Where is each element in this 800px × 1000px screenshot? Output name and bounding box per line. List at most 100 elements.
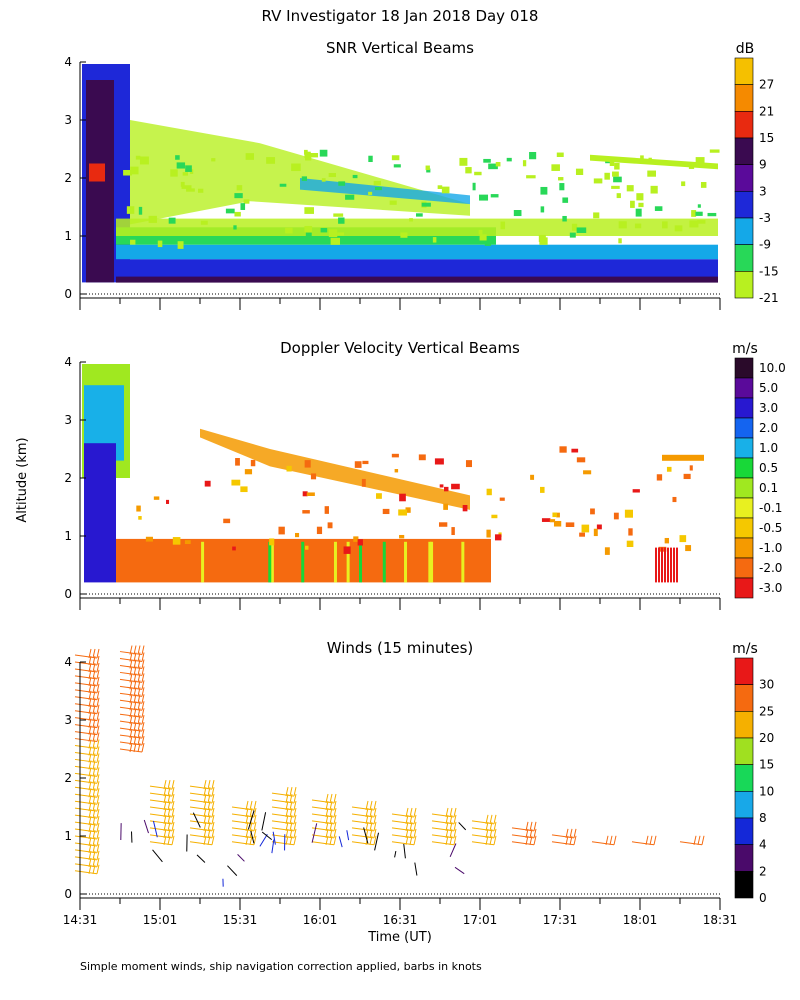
snr-speck — [185, 165, 192, 172]
snr-speck — [538, 234, 546, 242]
colorbar-swatch — [734, 164, 754, 192]
colorbar-swatch — [734, 557, 754, 579]
velocity-speck — [583, 470, 592, 475]
wind-barb — [363, 827, 369, 844]
velocity-streak — [461, 541, 465, 583]
colorbar-label: 1.0 — [759, 441, 778, 455]
snr-speck — [569, 232, 576, 238]
colorbar-swatch — [734, 871, 754, 899]
velocity-speck — [559, 446, 567, 453]
velocity-speck — [172, 537, 181, 545]
colorbar-label: 25 — [759, 704, 774, 718]
snr-speck — [181, 185, 192, 189]
snr-speck — [338, 181, 346, 186]
velocity-speck — [540, 486, 545, 493]
snr-speck — [636, 193, 644, 201]
snr-speck — [285, 227, 293, 234]
wind-barb — [74, 648, 100, 659]
velocity-speck — [244, 469, 253, 475]
wind-barb — [458, 822, 467, 831]
snr-speck — [697, 220, 706, 224]
velocity-region — [662, 454, 704, 461]
snr-speck — [308, 153, 319, 158]
velocity-speck — [376, 493, 382, 499]
x-tick-label: 15:31 — [223, 913, 258, 927]
y-tick-label: 4 — [64, 355, 72, 369]
velocity-speck — [399, 493, 406, 502]
velocity-speck — [565, 522, 575, 527]
snr-field — [82, 64, 720, 283]
snr-speck — [616, 193, 621, 199]
snr-speck — [465, 167, 472, 174]
snr-speck — [559, 183, 565, 191]
velocity-streak — [201, 541, 205, 583]
velocity-speck — [398, 509, 408, 516]
snr-speck — [279, 183, 287, 187]
snr-speck — [333, 213, 344, 217]
velocity-streak — [673, 547, 675, 583]
velocity-speck — [443, 503, 448, 510]
snr-speck — [479, 234, 487, 241]
colorbar-label: 5.0 — [759, 381, 778, 395]
y-tick-label: 1 — [64, 829, 72, 843]
wind-barb — [454, 866, 465, 875]
colorbar-label: 8 — [759, 811, 767, 825]
y-tick-label: 2 — [64, 171, 72, 185]
panel-title-velocity: Doppler Velocity Vertical Beams — [280, 339, 520, 357]
velocity-streak — [428, 541, 432, 583]
velocity-streak — [667, 547, 669, 583]
snr-region — [89, 163, 105, 182]
snr-speck — [604, 172, 610, 180]
colorbar-swatch — [734, 791, 754, 819]
velocity-speck — [499, 497, 505, 501]
velocity-speck — [451, 483, 460, 490]
colorbar-swatch — [734, 111, 754, 139]
y-tick-label: 2 — [64, 471, 72, 485]
velocity-speck — [145, 536, 153, 542]
colorbar-swatch — [734, 737, 754, 765]
wind-barb — [261, 812, 267, 831]
wind-barb — [149, 828, 175, 839]
snr-speck — [593, 212, 600, 219]
panel-title-winds: Winds (15 minutes) — [327, 639, 474, 657]
wind-barb — [346, 830, 350, 841]
colorbar-label: 10.0 — [759, 361, 786, 375]
wind-barb — [351, 800, 377, 811]
velocity-speck — [327, 522, 333, 529]
colorbar-swatch — [734, 437, 754, 459]
snr-speck — [681, 181, 686, 187]
snr-speck — [305, 154, 312, 161]
snr-speck — [593, 178, 603, 184]
colorbar-swatch — [734, 537, 754, 559]
x-tick-label: 15:01 — [143, 913, 178, 927]
wind-barb — [551, 835, 577, 846]
snr-speck — [472, 182, 476, 191]
wind-barb — [227, 865, 238, 876]
snr-speck — [393, 164, 401, 168]
velocity-streak — [333, 541, 337, 583]
velocity-speck — [656, 474, 663, 481]
snr-speck — [571, 223, 578, 231]
velocity-speck — [576, 457, 586, 463]
x-tick-label: 18:01 — [623, 913, 658, 927]
snr-speck — [245, 153, 254, 160]
snr-speck — [635, 208, 642, 217]
snr-speck — [368, 191, 373, 196]
snr-speck — [180, 181, 185, 187]
snr-speck — [186, 188, 195, 192]
snr-colorbar: 27 21 15 9 3 -3 -9 -15 -21 — [734, 57, 779, 305]
snr-speck — [243, 199, 250, 204]
y-tick-label: 3 — [64, 413, 72, 427]
snr-speck — [618, 221, 627, 229]
snr-speck — [506, 157, 512, 162]
velocity-streak — [430, 541, 434, 583]
velocity-streak — [268, 541, 272, 583]
snr-speck — [540, 206, 545, 213]
wind-barb — [374, 832, 379, 851]
snr-speck — [483, 158, 491, 163]
snr-speck — [157, 240, 163, 248]
wind-barb — [271, 839, 275, 854]
velocity-speck — [552, 512, 558, 518]
velocity-speck — [530, 474, 535, 480]
velocity-speck — [541, 518, 551, 522]
